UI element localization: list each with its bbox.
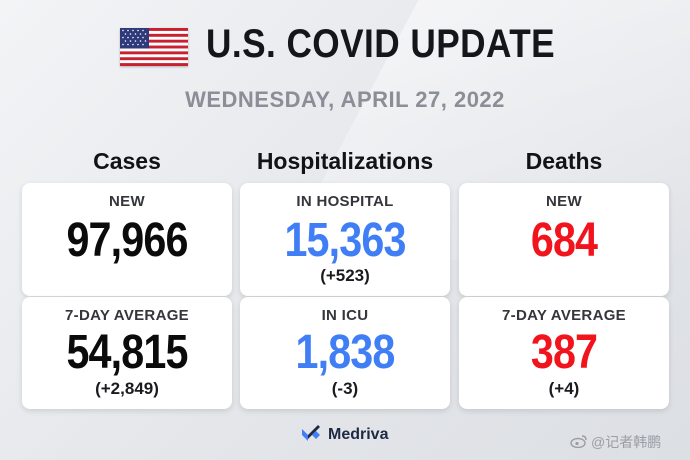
medriva-logo: Medriva: [300, 424, 388, 446]
cases-heading: Cases: [93, 148, 161, 174]
in-icu-change: (-3): [331, 379, 359, 398]
medriva-brand: Medriva: [328, 426, 389, 443]
us-flag-icon: [120, 28, 188, 66]
deaths-average-change: (+4): [548, 379, 580, 398]
cases-average-label: 7-DAY AVERAGE: [65, 307, 189, 324]
update-date: WEDNESDAY, APRIL 27, 2022: [185, 87, 505, 112]
deaths-average-card: 7-DAY AVERAGE 387 (+4): [459, 297, 669, 409]
weibo-icon: [570, 434, 588, 451]
watermark: @记者韩鹏: [570, 432, 661, 452]
deaths-average-value: 387: [530, 326, 598, 379]
cases-average-card: 7-DAY AVERAGE 54,815 (+2,849): [22, 297, 232, 409]
in-hospital-value: 15,363: [284, 214, 406, 267]
hospitalizations-heading: Hospitalizations: [256, 148, 434, 174]
deaths-average-label: 7-DAY AVERAGE: [502, 307, 626, 324]
in-icu-card: IN ICU 1,838 (-3): [240, 297, 450, 409]
header: U.S. COVID UPDATE: [0, 22, 690, 74]
deaths-new-value: 684: [530, 214, 598, 267]
cases-new-value: 97,966: [66, 214, 188, 267]
cases-average-value: 54,815: [66, 326, 188, 379]
deaths-new-card: NEW 684: [459, 183, 669, 296]
page-title: U.S. COVID UPDATE: [206, 22, 556, 66]
cases-new-card: NEW 97,966: [22, 183, 232, 296]
cases-average-change: (+2,849): [95, 379, 159, 398]
deaths-new-label: NEW: [546, 193, 582, 210]
in-hospital-change: (+523): [320, 266, 370, 285]
in-hospital-card: IN HOSPITAL 15,363 (+523): [240, 183, 450, 296]
deaths-heading: Deaths: [525, 148, 603, 174]
watermark-text: @记者韩鹏: [591, 434, 662, 450]
medriva-logo-icon: [300, 423, 322, 448]
in-icu-value: 1,838: [295, 326, 395, 379]
cases-new-label: NEW: [109, 193, 145, 210]
in-hospital-label: IN HOSPITAL: [296, 193, 394, 210]
in-icu-label: IN ICU: [321, 307, 369, 324]
